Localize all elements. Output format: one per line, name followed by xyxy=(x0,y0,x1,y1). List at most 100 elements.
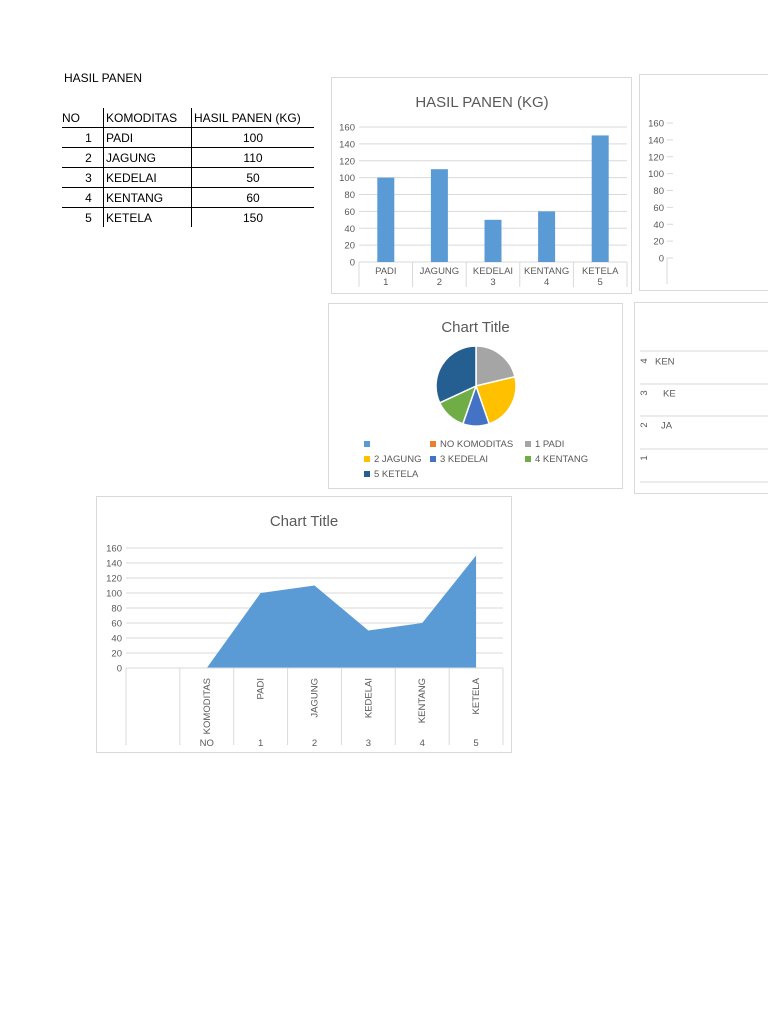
cell-no: 4 xyxy=(85,190,92,205)
y-tick-label: 100 xyxy=(106,589,122,600)
x-category-index: 5 xyxy=(473,738,478,749)
y-tick-label: 100 xyxy=(648,169,664,180)
y-tick-label: 80 xyxy=(111,604,122,615)
cell-hasil-panen: 50 xyxy=(191,167,314,188)
legend-swatch xyxy=(525,441,531,447)
y-tick-label: 120 xyxy=(648,152,664,163)
y-tick-label: 160 xyxy=(339,123,355,134)
cell-no: 2 xyxy=(85,150,92,165)
y-tick-label: 60 xyxy=(653,203,664,214)
x-category-index: 4 xyxy=(420,738,425,749)
cell-hasil-panen: 110 xyxy=(191,147,314,168)
area-chart-canvas: Chart Title 0 20 40 60 80 100 120 140 160 KOMODITA… xyxy=(106,513,504,749)
bar-chart[interactable]: HASIL PANEN (KG) 0 20 40 60 80 100 120 140 160 PAD… xyxy=(331,77,632,294)
cell-komoditas: KENTANG xyxy=(103,187,192,208)
y-tick-label: 160 xyxy=(106,544,122,555)
y-tick-label: 80 xyxy=(344,190,355,201)
area-chart[interactable]: Chart Title 0 20 40 60 80 100 120 140 160 KOMODITA… xyxy=(96,496,512,753)
legend-label: 5 KETELA xyxy=(374,469,419,480)
category-label: JA xyxy=(661,421,673,432)
cell-hasil-panen: 150 xyxy=(191,207,314,227)
header-no: NO xyxy=(62,110,80,125)
partial-chart-bottom-right[interactable]: 4 KEN 3 KE 2 JA 1 xyxy=(634,302,768,494)
x-category-index: 1 xyxy=(258,738,263,749)
cell-hasil-panen: 60 xyxy=(191,187,314,208)
y-tick-label: 120 xyxy=(339,156,355,167)
x-category-label: KEDELAI xyxy=(473,266,513,277)
cell-komoditas: KETELA xyxy=(103,207,192,227)
pie-chart-title: Chart Title xyxy=(441,319,509,336)
header-komoditas: KOMODITAS xyxy=(103,108,192,128)
table-row: 1 PADI 100 xyxy=(62,127,314,148)
cell-komoditas: PADI xyxy=(103,127,192,148)
cell-no: 5 xyxy=(85,210,92,225)
partial-chart-top-right[interactable]: 0 20 40 60 80 100 120 140 160 xyxy=(639,74,768,291)
pie-slice[interactable] xyxy=(435,345,477,404)
y-tick-label: 120 xyxy=(106,574,122,585)
x-category-label: KOMODITAS xyxy=(202,678,213,734)
legend-swatch xyxy=(364,471,370,477)
pie-chart-canvas: Chart Title NO KOMODITAS 1 PADI 2 JAGUNG 3 K… xyxy=(364,319,588,480)
bar-chart-title: HASIL PANEN (KG) xyxy=(415,94,548,111)
partial-chart-bottom-canvas: 4 KEN 3 KE 2 JA 1 xyxy=(639,350,768,483)
legend-label: 2 JAGUNG xyxy=(374,454,422,465)
y-tick-label: 20 xyxy=(111,649,122,660)
category-index: 2 xyxy=(639,422,650,427)
cell-no-wrapper: 3 xyxy=(62,167,104,188)
pie-chart[interactable]: Chart Title NO KOMODITAS 1 PADI 2 JAGUNG 3 K… xyxy=(328,303,623,489)
pie-slice[interactable] xyxy=(475,345,516,387)
x-category-label: PADI xyxy=(256,678,267,699)
x-category-index: 2 xyxy=(312,738,317,749)
bar[interactable] xyxy=(591,135,609,262)
cell-no: 3 xyxy=(85,170,92,185)
header-hasil-panen: HASIL PANEN (KG) xyxy=(191,108,314,128)
legend-swatch xyxy=(430,456,436,462)
document-title: HASIL PANEN xyxy=(64,71,143,85)
table-row: 2 JAGUNG 110 xyxy=(62,147,314,168)
x-category-index: 4 xyxy=(544,277,549,288)
table-row: 3 KEDELAI 50 xyxy=(62,167,314,188)
legend-swatch xyxy=(525,456,531,462)
legend-label: NO KOMODITAS xyxy=(440,439,513,450)
legend-swatch xyxy=(430,441,436,447)
area-series[interactable] xyxy=(206,555,477,669)
category-index: 3 xyxy=(639,390,650,395)
bar[interactable] xyxy=(538,211,556,262)
x-category-label: KENTANG xyxy=(524,266,569,277)
x-category-index: 3 xyxy=(366,738,371,749)
cell-no-wrapper: 5 xyxy=(62,207,104,227)
y-tick-label: 140 xyxy=(648,135,664,146)
y-tick-label: 100 xyxy=(339,173,355,184)
y-tick-label: 60 xyxy=(111,619,122,630)
x-category-label: JAGUNG xyxy=(310,678,321,718)
bar[interactable] xyxy=(484,219,502,262)
x-category-label: KENTANG xyxy=(417,678,428,723)
x-category-label: KETELA xyxy=(471,677,482,714)
pie-slice[interactable] xyxy=(475,375,517,425)
x-category-label: KEDELAI xyxy=(363,678,374,718)
cell-no-wrapper: 1 xyxy=(62,127,104,148)
x-category-index: 1 xyxy=(383,277,388,288)
y-tick-label: 60 xyxy=(344,207,355,218)
x-category-label: KETELA xyxy=(582,266,619,277)
x-category-label: JAGUNG xyxy=(420,266,460,277)
bar-chart-canvas: HASIL PANEN (KG) 0 20 40 60 80 100 120 140 160 PAD… xyxy=(339,94,628,288)
category-label: KEN xyxy=(655,357,675,368)
category-index: 1 xyxy=(639,455,650,460)
x-category-index: 5 xyxy=(598,277,603,288)
bar[interactable] xyxy=(377,177,395,262)
cell-no-wrapper: 2 xyxy=(62,147,104,168)
y-tick-label: 40 xyxy=(111,634,122,645)
x-category-label: PADI xyxy=(375,266,396,277)
bar[interactable] xyxy=(430,169,448,262)
y-tick-label: 140 xyxy=(339,139,355,150)
category-index: 4 xyxy=(639,358,650,363)
table-row: 5 KETELA 150 xyxy=(62,207,314,227)
harvest-table: NO KOMODITAS HASIL PANEN (KG) 1 PADI 100 2 J… xyxy=(62,108,314,227)
y-tick-label: 20 xyxy=(344,241,355,252)
category-label: KE xyxy=(663,389,676,400)
table-row: 4 KENTANG 60 xyxy=(62,187,314,208)
x-category-index: 2 xyxy=(437,277,442,288)
y-tick-label: 0 xyxy=(659,254,664,265)
y-tick-label: 160 xyxy=(648,119,664,130)
